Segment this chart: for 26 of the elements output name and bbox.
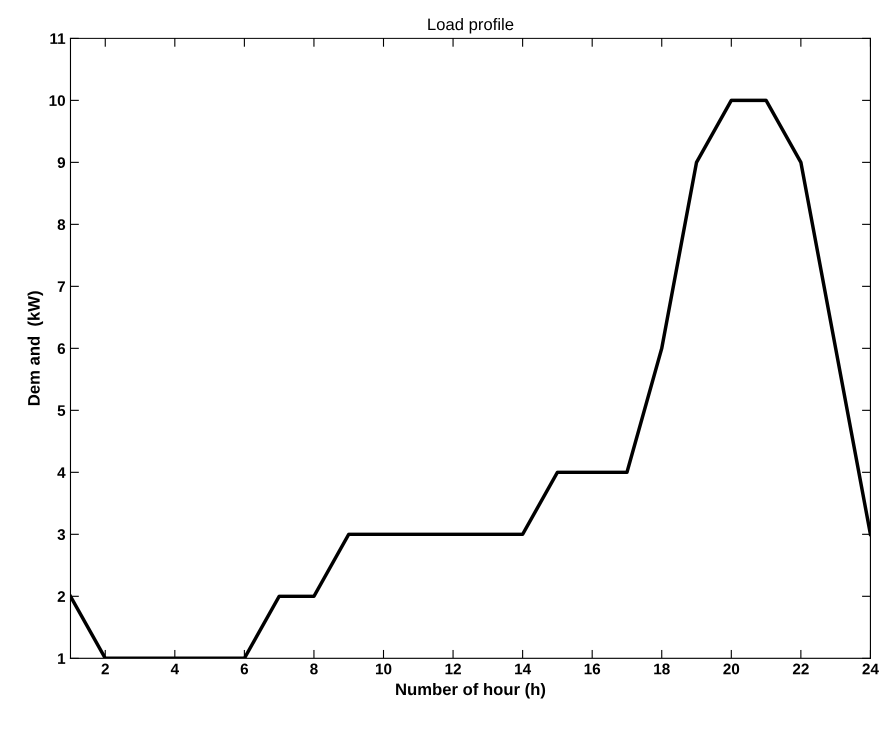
x-tick-label: 18 (654, 664, 670, 674)
x-tick-label: 20 (723, 664, 740, 674)
x-tick-label: 14 (515, 664, 532, 674)
y-axis-title: Dem and (kW) (28, 291, 44, 406)
y-tick-label: 5 (58, 405, 66, 416)
y-tick-label: 11 (50, 33, 66, 44)
y-tick-label: 6 (58, 343, 66, 354)
x-axis-title: Number of hour (h) (396, 682, 546, 698)
y-tick-label: 2 (58, 591, 66, 602)
y-tick-label: 7 (58, 281, 65, 292)
x-tick-label: 6 (240, 664, 248, 674)
x-tick-label: 4 (170, 664, 179, 674)
y-tick-label: 3 (57, 529, 66, 540)
x-tick-label: 8 (310, 664, 318, 674)
x-tick-label: 2 (102, 664, 109, 674)
y-tick-label: 1 (58, 653, 66, 664)
y-tick-label: 10 (50, 95, 65, 106)
y-tick-label: 8 (58, 219, 66, 230)
x-tick-label: 24 (862, 664, 879, 674)
y-tick-label: 4 (57, 467, 66, 478)
chart-title: Load profile (428, 18, 514, 34)
x-tick-label: 10 (376, 664, 392, 674)
x-tick-label: 22 (792, 664, 809, 674)
y-tick-label: 9 (58, 157, 66, 168)
x-tick-label: 16 (584, 664, 600, 674)
x-tick-label: 12 (446, 664, 461, 674)
